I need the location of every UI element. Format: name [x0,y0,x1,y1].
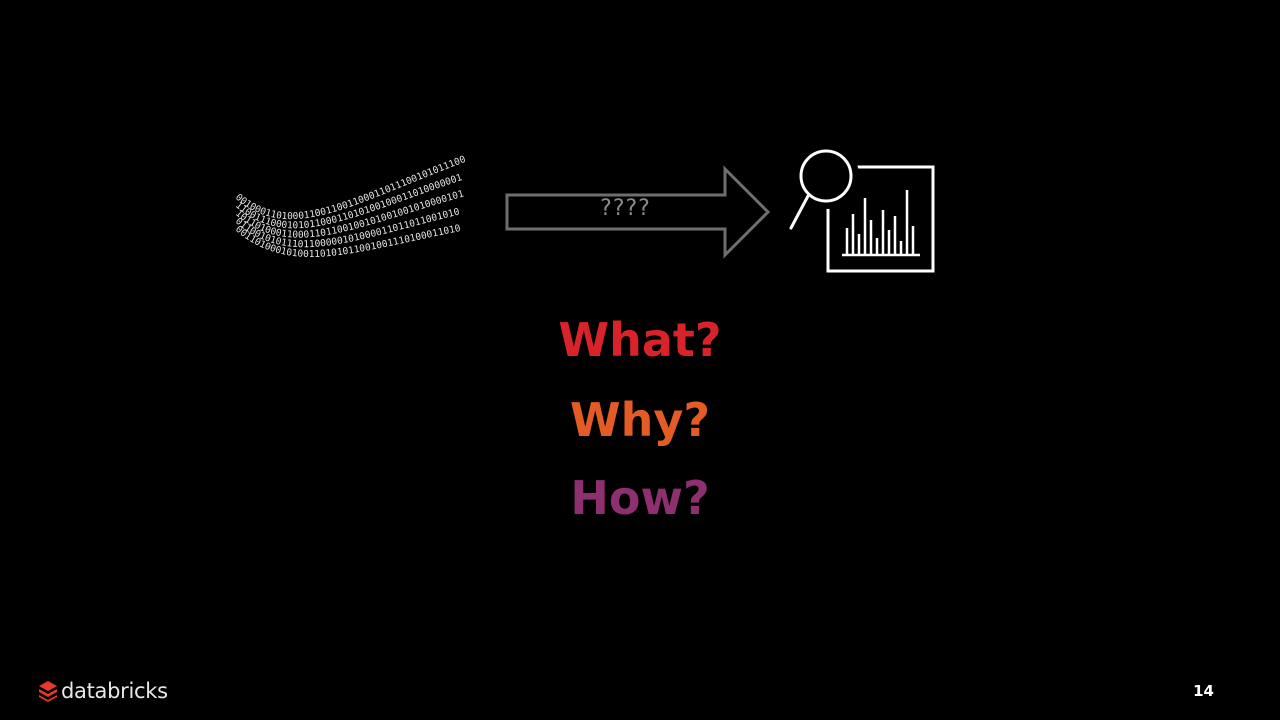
binary-data-stream-icon: 0010001101000110011001100011011100101011… [230,150,480,275]
question-why: Why? [0,392,1280,448]
question-how: How? [0,470,1280,526]
brand-name: databricks [61,679,168,703]
binary-line: 1011010001100011011001001010010010100001… [230,150,465,241]
magnifier-bar-chart-icon [786,146,940,276]
databricks-logo: databricks [38,678,168,704]
databricks-stack-icon [38,680,58,702]
question-what: What? [0,312,1280,368]
arrow-label: ???? [507,196,744,221]
page-number: 14 [1193,682,1214,700]
